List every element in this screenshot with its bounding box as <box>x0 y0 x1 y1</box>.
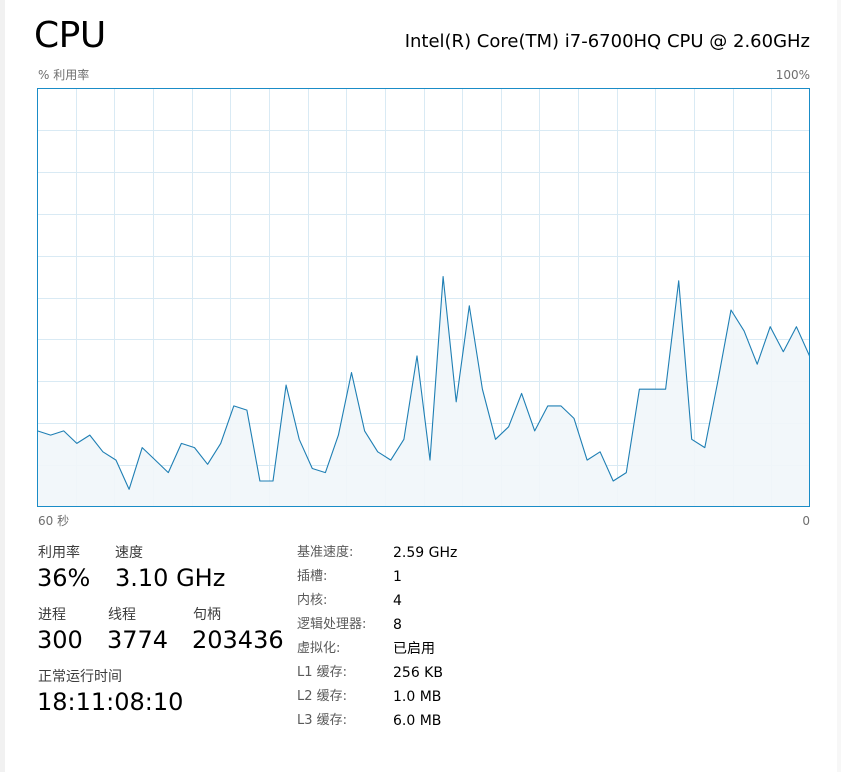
graph-border <box>37 88 810 507</box>
utilization-data-point <box>429 459 432 462</box>
utilization-data-point <box>193 446 196 449</box>
utilization-data-point <box>730 309 733 312</box>
utilization-data-point <box>337 434 340 437</box>
graph-x-left-label: 60 秒 <box>38 514 70 528</box>
utilization-data-point <box>206 463 209 466</box>
cores-value: 4 <box>393 593 402 609</box>
utilization-data-point <box>115 459 118 462</box>
utilization-data-point <box>769 325 772 328</box>
utilization-data-point <box>546 404 549 407</box>
utilization-data-point <box>49 434 52 437</box>
utilization-data-point <box>245 409 248 412</box>
page-title: CPU <box>34 15 106 56</box>
right-window-edge <box>837 0 841 772</box>
utilization-data-point <box>612 480 615 483</box>
handles-value: 203436 <box>192 626 284 654</box>
utilization-data-point <box>363 429 366 432</box>
utilization-data-point <box>62 429 65 432</box>
graph-x-right-label: 0 <box>802 514 810 528</box>
virtualization-key: 虚拟化: <box>297 641 341 656</box>
utilization-data-point <box>638 388 641 391</box>
utilization-data-point <box>703 446 706 449</box>
l2-cache-value: 1.0 MB <box>393 689 442 705</box>
speed-label: 速度 <box>115 545 143 561</box>
uptime-value: 18:11:08:10 <box>37 688 184 716</box>
utilization-data-point <box>402 438 405 441</box>
utilization-data-point <box>586 459 589 462</box>
utilization-data-point <box>743 329 746 332</box>
utilization-data-point <box>690 438 693 441</box>
utilization-data-point <box>376 450 379 453</box>
utilization-data-point <box>285 384 288 387</box>
utilization-data-point <box>272 480 275 483</box>
l1-cache-value: 256 KB <box>393 665 443 681</box>
utilization-value: 36% <box>37 564 91 592</box>
cpu-utilization-graph-svg <box>37 88 810 507</box>
processes-label: 进程 <box>38 607 66 623</box>
utilization-data-point <box>258 480 261 483</box>
utilization-data-point <box>716 379 719 382</box>
utilization-data-point <box>311 467 314 470</box>
left-window-edge <box>0 0 5 772</box>
virtualization-value: 已启用 <box>393 641 435 657</box>
graph-y-axis-label: % 利用率 <box>38 68 90 82</box>
graph-y-max-label: 100% <box>775 68 810 82</box>
logical-processors-key: 逻辑处理器: <box>297 617 367 632</box>
utilization-data-point <box>520 392 523 395</box>
logical-processors-value: 8 <box>393 617 402 633</box>
cpu-model-name: Intel(R) Core(TM) i7-6700HQ CPU @ 2.60GH… <box>404 31 810 52</box>
utilization-data-point <box>167 471 170 474</box>
utilization-data-point <box>651 388 654 391</box>
utilization-data-point <box>141 446 144 449</box>
utilization-data-point <box>468 304 471 307</box>
utilization-data-point <box>559 404 562 407</box>
utilization-data-point <box>154 459 157 462</box>
speed-value: 3.10 GHz <box>115 564 226 592</box>
utilization-data-point <box>756 363 759 366</box>
utilization-data-point <box>389 459 392 462</box>
l2-cache-key: L2 缓存: <box>297 689 348 704</box>
l3-cache-key: L3 缓存: <box>297 713 348 728</box>
utilization-data-point <box>481 388 484 391</box>
utilization-data-point <box>442 275 445 278</box>
base-speed-key: 基准速度: <box>297 545 354 560</box>
uptime-label: 正常运行时间 <box>38 669 122 685</box>
utilization-data-point <box>232 404 235 407</box>
processes-value: 300 <box>37 626 83 654</box>
sockets-value: 1 <box>393 569 402 585</box>
l1-cache-key: L1 缓存: <box>297 665 348 680</box>
utilization-data-point <box>324 471 327 474</box>
threads-value: 3774 <box>107 626 169 654</box>
utilization-data-point <box>625 471 628 474</box>
l3-cache-value: 6.0 MB <box>393 713 442 729</box>
utilization-data-point <box>677 279 680 282</box>
utilization-series-line <box>37 276 810 490</box>
utilization-data-point <box>599 450 602 453</box>
handles-label: 句柄 <box>193 607 221 623</box>
cores-key: 内核: <box>297 593 328 608</box>
utilization-data-point <box>494 438 497 441</box>
sockets-key: 插槽: <box>297 569 328 584</box>
utilization-data-point <box>416 354 419 357</box>
utilization-data-point <box>664 388 667 391</box>
utilization-data-point <box>350 371 353 374</box>
utilization-data-point <box>298 438 301 441</box>
utilization-data-point <box>795 325 798 328</box>
utilization-data-point <box>128 488 131 491</box>
utilization-data-point <box>75 442 78 445</box>
utilization-data-point <box>219 442 222 445</box>
utilization-label: 利用率 <box>38 545 80 561</box>
utilization-data-point <box>573 417 576 420</box>
utilization-data-point <box>101 450 104 453</box>
threads-label: 线程 <box>108 607 136 623</box>
utilization-data-point <box>455 400 458 403</box>
utilization-area-fill <box>37 276 810 507</box>
utilization-data-point <box>533 429 536 432</box>
utilization-data-point <box>782 350 785 353</box>
cpu-utilization-graph <box>37 88 810 507</box>
utilization-data-point <box>180 442 183 445</box>
base-speed-value: 2.59 GHz <box>393 545 458 561</box>
utilization-data-point <box>88 434 91 437</box>
utilization-data-point <box>507 425 510 428</box>
